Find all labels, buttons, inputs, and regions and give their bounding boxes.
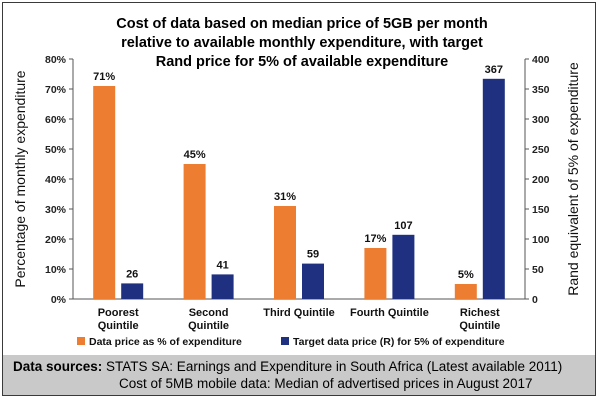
bar-target-price — [211, 274, 234, 299]
chart-title-line: Rand price for 5% of available expenditu… — [156, 54, 449, 70]
y-tick-right-label: 200 — [532, 174, 550, 186]
bar-pct-expenditure — [364, 248, 387, 299]
y-tick-left-label: 60% — [45, 114, 67, 126]
data-label-pct: 45% — [184, 149, 206, 161]
y-tick-left-label: 20% — [45, 234, 67, 246]
x-category-label: Poorest — [98, 307, 139, 319]
y-tick-right-label: 250 — [532, 144, 550, 156]
x-category-label: Richest — [460, 307, 500, 319]
bar-target-price — [392, 234, 415, 299]
x-category-label: Fourth Quintile — [350, 307, 429, 319]
data-label-pct: 71% — [93, 71, 115, 83]
data-sources-footer: Data sources: STATS SA: Earnings and Exp… — [3, 355, 595, 395]
bar-pct-expenditure — [274, 206, 296, 299]
y-tick-left-label: 0% — [51, 294, 67, 306]
y-tick-right-label: 100 — [532, 234, 550, 246]
y-tick-left-label: 50% — [45, 144, 67, 156]
x-category-label: Quintile — [98, 320, 139, 332]
bar-pct-expenditure — [93, 86, 116, 299]
data-label-rand: 107 — [394, 220, 412, 232]
y-axis-left-title: Percentage of monthly expenditure — [12, 70, 28, 287]
y-tick-right-label: 150 — [532, 204, 550, 216]
chart: Cost of data based on median price of 5G… — [12, 16, 581, 348]
data-label-rand: 26 — [126, 268, 138, 280]
legend-swatch-rand — [281, 337, 289, 345]
y-tick-left-label: 10% — [45, 264, 67, 276]
bar-target-price — [302, 263, 324, 299]
footer-line-1: Data sources: STATS SA: Earnings and Exp… — [13, 359, 562, 374]
y-axis-right-title: Rand equivalent of 5% of expenditure — [565, 62, 581, 296]
y-tick-right-label: 350 — [532, 84, 550, 96]
footer-source-1: STATS SA: Earnings and Expenditure in So… — [102, 359, 563, 374]
x-category-label: Second — [189, 307, 229, 319]
data-label-pct: 17% — [364, 233, 386, 245]
legend-label-pct: Data price as % of expenditure — [89, 336, 242, 348]
y-tick-left-label: 80% — [45, 54, 67, 66]
y-tick-right-label: 400 — [532, 54, 550, 66]
bar-target-price — [121, 283, 144, 299]
chart-title-line: relative to available monthly expenditur… — [121, 35, 483, 51]
data-label-rand: 367 — [485, 64, 503, 76]
y-tick-left-label: 40% — [45, 174, 67, 186]
chart-title-line: Cost of data based on median price of 5G… — [116, 16, 487, 32]
footer-label: Data sources: — [13, 359, 103, 374]
legend-swatch-pct — [77, 337, 85, 345]
data-label-rand: 59 — [307, 249, 319, 261]
y-tick-left-label: 70% — [45, 84, 67, 96]
bar-target-price — [482, 78, 505, 299]
data-label-rand: 41 — [216, 259, 228, 271]
y-tick-right-label: 300 — [532, 114, 550, 126]
legend-label-rand: Target data price (R) for 5% of expendit… — [293, 336, 505, 348]
x-category-label: Quintile — [188, 320, 229, 332]
chart-frame: Cost of data based on median price of 5G… — [2, 2, 596, 396]
bar-pct-expenditure — [454, 284, 477, 299]
x-category-label: Third Quintile — [263, 307, 335, 319]
data-label-pct: 31% — [274, 191, 296, 203]
y-tick-right-label: 0 — [532, 294, 538, 306]
x-category-label: Quintile — [459, 320, 500, 332]
y-tick-left-label: 30% — [45, 204, 67, 216]
bar-pct-expenditure — [183, 164, 206, 299]
y-tick-right-label: 50 — [532, 264, 544, 276]
footer-source-2: Cost of 5MB mobile data: Median of adver… — [119, 376, 533, 391]
data-label-pct: 5% — [458, 269, 474, 281]
